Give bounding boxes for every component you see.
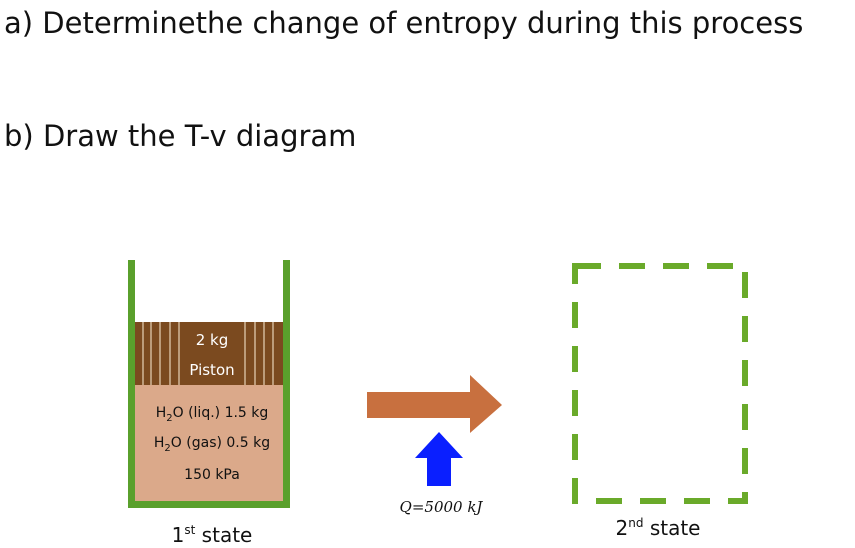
text-part: 2	[616, 516, 629, 540]
text-part: st	[184, 523, 195, 537]
text-part: nd	[628, 516, 643, 530]
text-part: H	[154, 435, 165, 451]
process-arrow	[367, 375, 502, 433]
pressure: 150 kPa	[184, 467, 240, 483]
text-part: 1	[172, 523, 185, 547]
piston-mass: 2 kg	[196, 331, 229, 349]
text-part: state	[643, 516, 700, 540]
gas-content: H2O (gas) 0.5 kg	[154, 435, 270, 454]
question-a: a) Determinethe change of entropy during…	[4, 6, 803, 40]
heat-label: Q=5000 kJ	[400, 498, 484, 516]
heat-arrow	[415, 432, 463, 486]
state1-label: 1st state	[172, 523, 253, 547]
text-part: 2	[166, 413, 172, 424]
liquid-content: H2O (liq.) 1.5 kg	[156, 405, 269, 424]
piston-label: Piston	[189, 361, 234, 379]
text-part: O (liq.) 1.5 kg	[173, 405, 269, 421]
text-part: H	[156, 405, 167, 421]
text-part: O (gas) 0.5 kg	[171, 435, 270, 451]
question-b: b) Draw the T-v diagram	[4, 119, 356, 153]
text-part: state	[195, 523, 252, 547]
cylinder	[128, 260, 290, 508]
state2-label: 2nd state	[616, 516, 701, 540]
state2-outline	[572, 263, 748, 504]
text-part: 2	[164, 443, 170, 454]
